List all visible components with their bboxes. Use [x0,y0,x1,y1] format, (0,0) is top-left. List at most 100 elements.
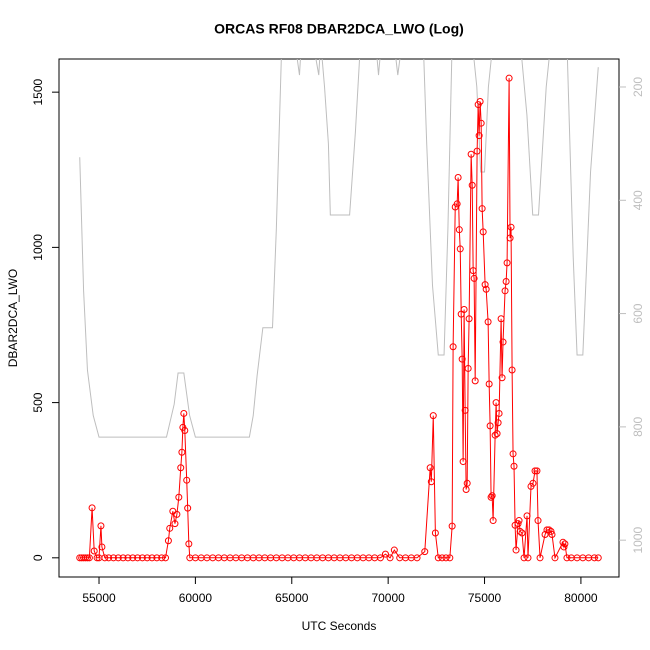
data-point [434,554,442,562]
y2-tick-label: 200 [631,77,645,97]
data-point [493,430,501,438]
data-point [449,343,457,351]
data-point [485,380,493,388]
data-point [461,406,469,414]
data-point [495,409,503,417]
data-point [561,540,569,548]
data-point [429,412,437,420]
data-point [482,285,490,293]
plot-area [76,59,602,562]
data-point [534,517,542,525]
x-tick-label: 70000 [371,591,405,605]
data-point [491,431,499,439]
data-point [536,554,544,562]
data-point [468,181,476,189]
data-point [497,315,505,323]
data-point [467,150,475,158]
y-tick-label: 1500 [31,78,45,105]
x-tick-label: 75000 [468,591,502,605]
data-point [381,550,389,558]
data-point [138,554,146,562]
data-point [560,543,568,551]
y-axis-label: DBAR2DCA_LWO [6,269,20,367]
data-point [183,476,191,484]
data-point [438,554,446,562]
data-point [498,374,506,382]
data-point [180,409,188,417]
data-point [114,554,122,562]
data-point [105,554,113,562]
data-point [479,228,487,236]
data-point [502,278,510,286]
data-point [533,467,541,475]
series-line [79,78,599,560]
data-point [518,529,526,537]
x-tick-label: 55000 [82,591,116,605]
data-point [88,504,96,512]
data-point [559,538,567,546]
data-point [421,548,429,556]
data-point [90,547,98,555]
data-point [453,200,461,208]
y2-tick-label: 400 [631,190,645,210]
data-point [503,259,511,267]
data-point [548,531,556,539]
data-point [488,492,496,500]
data-point [459,458,467,466]
data-point [470,274,478,282]
data-point [97,522,105,530]
y-tick-label: 500 [31,392,45,412]
data-point [454,174,462,182]
data-point [465,315,473,323]
data-point [376,554,384,562]
data-point [484,318,492,326]
x-tick-label: 65000 [275,591,309,605]
y2-tick-label: 800 [631,417,645,437]
data-point [531,467,539,475]
data-point [505,74,513,82]
data-point [181,427,189,435]
data-point [541,531,549,539]
data-point [515,517,523,525]
data-point [475,132,483,140]
data-point [109,554,117,562]
data-point [547,527,555,535]
data-point [85,554,93,562]
data-point [508,366,516,374]
data-point [177,464,185,472]
data-point [134,554,142,562]
data-point [501,287,509,295]
data-point [442,554,450,562]
data-point [98,543,106,551]
data-point [463,479,471,487]
chart-title: ORCAS RF08 DBAR2DCA_LWO (Log) [214,21,464,37]
data-point [386,554,394,562]
data-point [524,554,532,562]
data-point [93,554,101,562]
data-point [506,234,514,242]
data-point [471,377,479,385]
data-point [129,554,137,562]
data-point [590,554,598,562]
data-point [469,267,477,275]
data-point [119,554,127,562]
data-point [124,554,132,562]
data-point [477,119,485,127]
data-point [476,97,484,105]
series-line [79,59,599,438]
data-point [178,448,186,456]
data-point [175,493,183,501]
data-point [492,399,500,407]
data-point [184,504,192,512]
data-point [413,554,421,562]
data-point [164,537,172,545]
data-point [83,554,91,562]
data-point [153,554,161,562]
data-point [473,147,481,155]
y-tick-label: 1000 [31,234,45,261]
data-point [162,554,170,562]
data-point [426,464,434,472]
data-point [458,355,466,363]
data-point [510,462,518,470]
data-point [594,554,602,562]
